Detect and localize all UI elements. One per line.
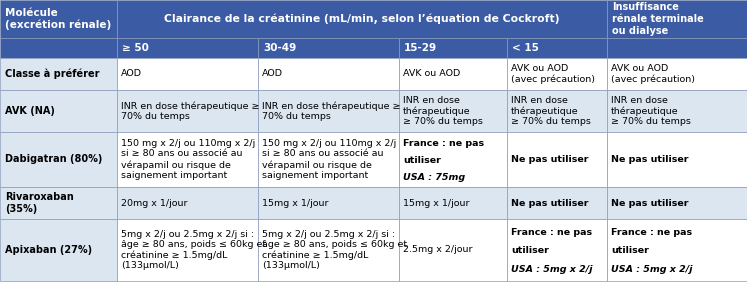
Text: INR en dose
thérapeutique
≥ 70% du temps: INR en dose thérapeutique ≥ 70% du temps — [403, 96, 483, 126]
Text: 150 mg x 2/j ou 110mg x 2/j
si ≥ 80 ans ou associé au
vérapamil ou risque de
sai: 150 mg x 2/j ou 110mg x 2/j si ≥ 80 ans … — [121, 139, 255, 180]
Text: utiliser: utiliser — [511, 247, 549, 255]
Text: INR en dose
thérapeutique
≥ 70% du temps: INR en dose thérapeutique ≥ 70% du temps — [511, 96, 591, 126]
Bar — [117, 0, 607, 38]
Bar — [117, 132, 258, 187]
Bar — [507, 90, 607, 132]
Text: INR en dose
thérapeutique
≥ 70% du temps: INR en dose thérapeutique ≥ 70% du temps — [611, 96, 691, 126]
Text: France : ne pas: France : ne pas — [611, 228, 692, 237]
Bar — [0, 58, 117, 90]
Text: AVK (NA): AVK (NA) — [5, 106, 55, 116]
Text: Ne pas utiliser: Ne pas utiliser — [511, 155, 589, 164]
Text: AVK ou AOD
(avec précaution): AVK ou AOD (avec précaution) — [511, 64, 595, 84]
Text: Classe à préférer: Classe à préférer — [5, 69, 99, 79]
Bar — [399, 219, 507, 281]
Bar — [0, 187, 117, 219]
Text: Rivaroxaban
(35%): Rivaroxaban (35%) — [5, 192, 74, 214]
Bar — [399, 187, 507, 219]
Bar — [507, 132, 607, 187]
Bar — [607, 90, 747, 132]
Bar — [117, 219, 258, 281]
Bar — [0, 90, 117, 132]
Text: utiliser: utiliser — [403, 156, 441, 165]
Bar — [507, 58, 607, 90]
Bar — [0, 219, 117, 281]
Text: 15-29: 15-29 — [404, 43, 437, 53]
Text: USA : 75mg: USA : 75mg — [403, 172, 465, 182]
Text: ≥ 50: ≥ 50 — [122, 43, 149, 53]
Bar — [258, 38, 399, 58]
Bar — [258, 187, 399, 219]
Bar — [258, 132, 399, 187]
Bar — [0, 38, 117, 58]
Text: Ne pas utiliser: Ne pas utiliser — [611, 155, 689, 164]
Bar — [399, 90, 507, 132]
Text: < 15: < 15 — [512, 43, 539, 53]
Text: Ne pas utiliser: Ne pas utiliser — [511, 198, 589, 207]
Text: Molécule
(excrétion rénale): Molécule (excrétion rénale) — [5, 8, 111, 30]
Bar — [399, 38, 507, 58]
Bar — [258, 90, 399, 132]
Bar — [507, 187, 607, 219]
Text: 30-49: 30-49 — [263, 43, 297, 53]
Text: 2.5mg x 2/jour: 2.5mg x 2/jour — [403, 245, 473, 255]
Text: AVK ou AOD
(avec précaution): AVK ou AOD (avec précaution) — [611, 64, 695, 84]
Bar — [0, 132, 117, 187]
Bar — [0, 0, 117, 38]
Text: Ne pas utiliser: Ne pas utiliser — [611, 198, 689, 207]
Text: utiliser: utiliser — [611, 247, 649, 255]
Bar — [607, 58, 747, 90]
Text: AOD: AOD — [121, 70, 142, 78]
Text: Dabigatran (80%): Dabigatran (80%) — [5, 154, 102, 164]
Text: Clairance de la créatinine (mL/min, selon l’équation de Cockroft): Clairance de la créatinine (mL/min, selo… — [164, 14, 560, 24]
Text: France : ne pas: France : ne pas — [511, 228, 592, 237]
Bar — [607, 0, 747, 38]
Text: USA : 5mg x 2/j: USA : 5mg x 2/j — [611, 265, 692, 274]
Text: 5mg x 2/j ou 2.5mg x 2/j si :
âge ≥ 80 ans, poids ≤ 60kg et
créatinine ≥ 1.5mg/d: 5mg x 2/j ou 2.5mg x 2/j si : âge ≥ 80 a… — [262, 230, 407, 270]
Text: Apixaban (27%): Apixaban (27%) — [5, 245, 92, 255]
Bar — [607, 219, 747, 281]
Text: USA : 5mg x 2/j: USA : 5mg x 2/j — [511, 265, 592, 274]
Bar — [607, 38, 747, 58]
Text: AVK ou AOD: AVK ou AOD — [403, 70, 460, 78]
Bar — [507, 219, 607, 281]
Text: INR en dose thérapeutique ≥
70% du temps: INR en dose thérapeutique ≥ 70% du temps — [262, 101, 400, 121]
Text: 15mg x 1/jour: 15mg x 1/jour — [403, 198, 470, 207]
Bar — [607, 187, 747, 219]
Bar — [117, 58, 258, 90]
Bar — [117, 90, 258, 132]
Bar — [117, 187, 258, 219]
Text: 150 mg x 2/j ou 110mg x 2/j
si ≥ 80 ans ou associé au
vérapamil ou risque de
sai: 150 mg x 2/j ou 110mg x 2/j si ≥ 80 ans … — [262, 139, 396, 180]
Bar — [399, 132, 507, 187]
Bar — [258, 219, 399, 281]
Bar — [399, 58, 507, 90]
Text: Insuffisance
rénale terminale
ou dialyse: Insuffisance rénale terminale ou dialyse — [612, 2, 704, 36]
Text: 5mg x 2/j ou 2.5mg x 2/j si :
âge ≥ 80 ans, poids ≤ 60kg et
créatinine ≥ 1.5mg/d: 5mg x 2/j ou 2.5mg x 2/j si : âge ≥ 80 a… — [121, 230, 266, 270]
Text: INR en dose thérapeutique ≥
70% du temps: INR en dose thérapeutique ≥ 70% du temps — [121, 101, 259, 121]
Text: France : ne pas: France : ne pas — [403, 139, 484, 148]
Bar — [117, 38, 258, 58]
Text: AOD: AOD — [262, 70, 283, 78]
Bar — [258, 58, 399, 90]
Text: 20mg x 1/jour: 20mg x 1/jour — [121, 198, 187, 207]
Bar — [607, 132, 747, 187]
Bar — [507, 38, 607, 58]
Text: 15mg x 1/jour: 15mg x 1/jour — [262, 198, 329, 207]
